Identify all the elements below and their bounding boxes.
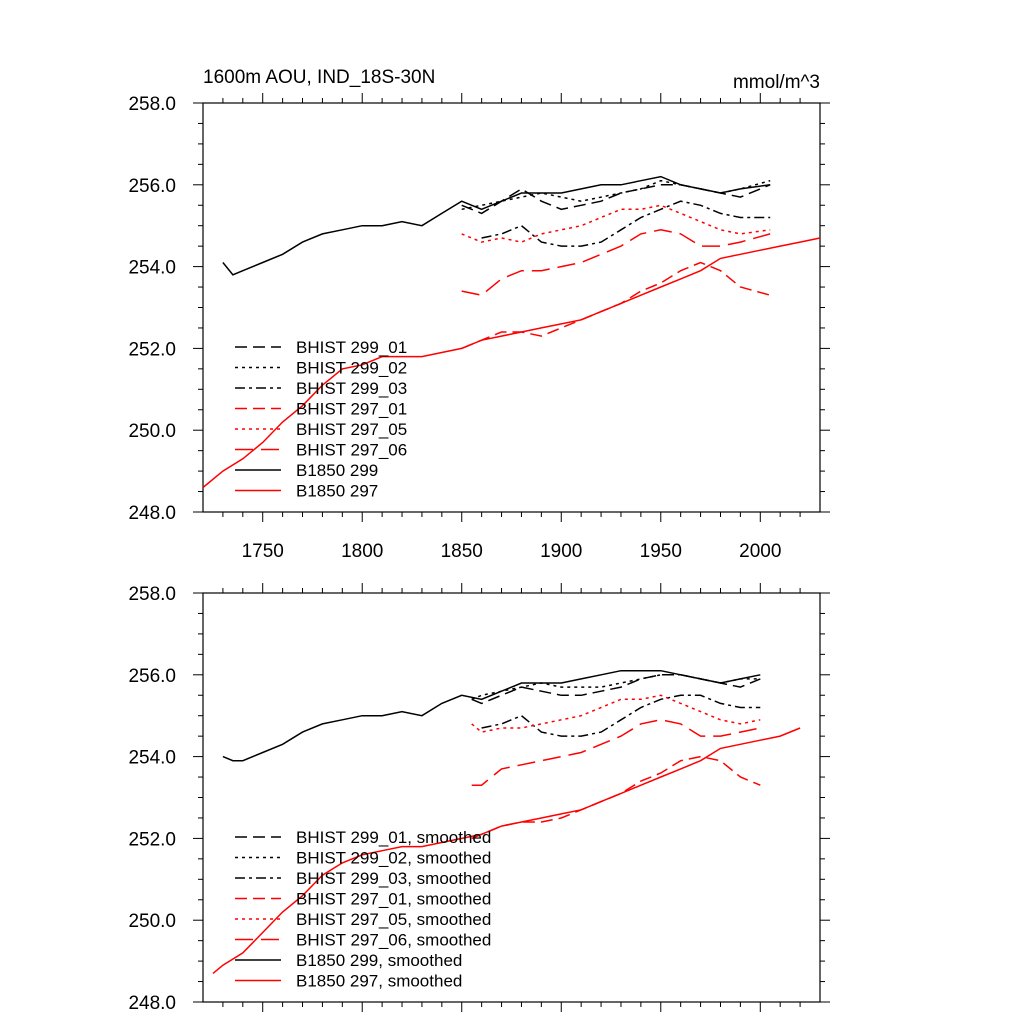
units-label: mmol/m^3 [733, 72, 820, 93]
legend-label: B1850 299, smoothed [296, 951, 462, 970]
x-tick-label: 1800 [341, 541, 383, 562]
legend-label: BHIST 299_01, smoothed [296, 828, 491, 847]
legend-label: BHIST 297_01, smoothed [296, 890, 491, 909]
series-line [471, 694, 761, 733]
y-tick-label: 248.0 [128, 503, 176, 524]
series-line [471, 719, 761, 786]
y-tick-label: 252.0 [128, 829, 176, 850]
series-line [471, 755, 761, 840]
y-tick-label: 256.0 [128, 176, 176, 197]
series-line [481, 200, 771, 247]
legend-label: BHIST 299_03, smoothed [296, 869, 491, 888]
bottom-panel: 248.0 250.0 252.0 254.0 256.0 258.0 BHIST 299_… [128, 583, 830, 1014]
series-line [461, 179, 771, 211]
x-tick-label: 1850 [441, 541, 483, 562]
y-tick-label: 250.0 [128, 421, 176, 442]
legend-label: B1850 297 [296, 482, 378, 501]
y-tick-label: 258.0 [128, 94, 176, 115]
series-line [471, 674, 761, 705]
y-tick-label: 254.0 [128, 748, 176, 769]
legend-label: B1850 299 [296, 461, 378, 480]
series-line [461, 184, 771, 215]
legend-label: BHIST 299_03 [296, 379, 407, 398]
series-line [212, 727, 801, 974]
series-line [222, 175, 771, 276]
x-tick-label: 2000 [739, 541, 781, 562]
series-line [461, 229, 771, 297]
y-tick-label: 250.0 [128, 911, 176, 932]
y-tick-label: 256.0 [128, 666, 176, 687]
y-tick-label: 258.0 [128, 584, 176, 605]
top-panel: 248.0 250.0 252.0 254.0 256.0 258.0 1750 1800 18… [128, 93, 830, 562]
x-tick-label: 1900 [540, 541, 582, 562]
y-tick-label: 252.0 [128, 339, 176, 360]
series-line [461, 204, 771, 243]
legend-label: BHIST 297_05 [296, 420, 407, 439]
series-line [471, 674, 761, 700]
legend-label: BHIST 299_02 [296, 359, 407, 378]
legend-label: BHIST 297_05, smoothed [296, 910, 491, 929]
series-line [222, 669, 761, 762]
legend-label: BHIST 297_01 [296, 400, 407, 419]
y-tick-label: 248.0 [128, 993, 176, 1014]
chart-title: 1600m AOU, IND_18S-30N [203, 67, 435, 88]
legend-label: B1850 297, smoothed [296, 972, 462, 991]
x-tick-label: 1750 [242, 541, 284, 562]
series-line [202, 237, 821, 489]
legend-label: BHIST 297_06 [296, 441, 407, 460]
x-tick-label: 1950 [640, 541, 682, 562]
series-line [481, 694, 761, 737]
legend-label: BHIST 297_06, smoothed [296, 931, 491, 950]
legend-label: BHIST 299_01 [296, 338, 407, 357]
y-tick-label: 254.0 [128, 258, 176, 279]
legend-label: BHIST 299_02, smoothed [296, 849, 491, 868]
